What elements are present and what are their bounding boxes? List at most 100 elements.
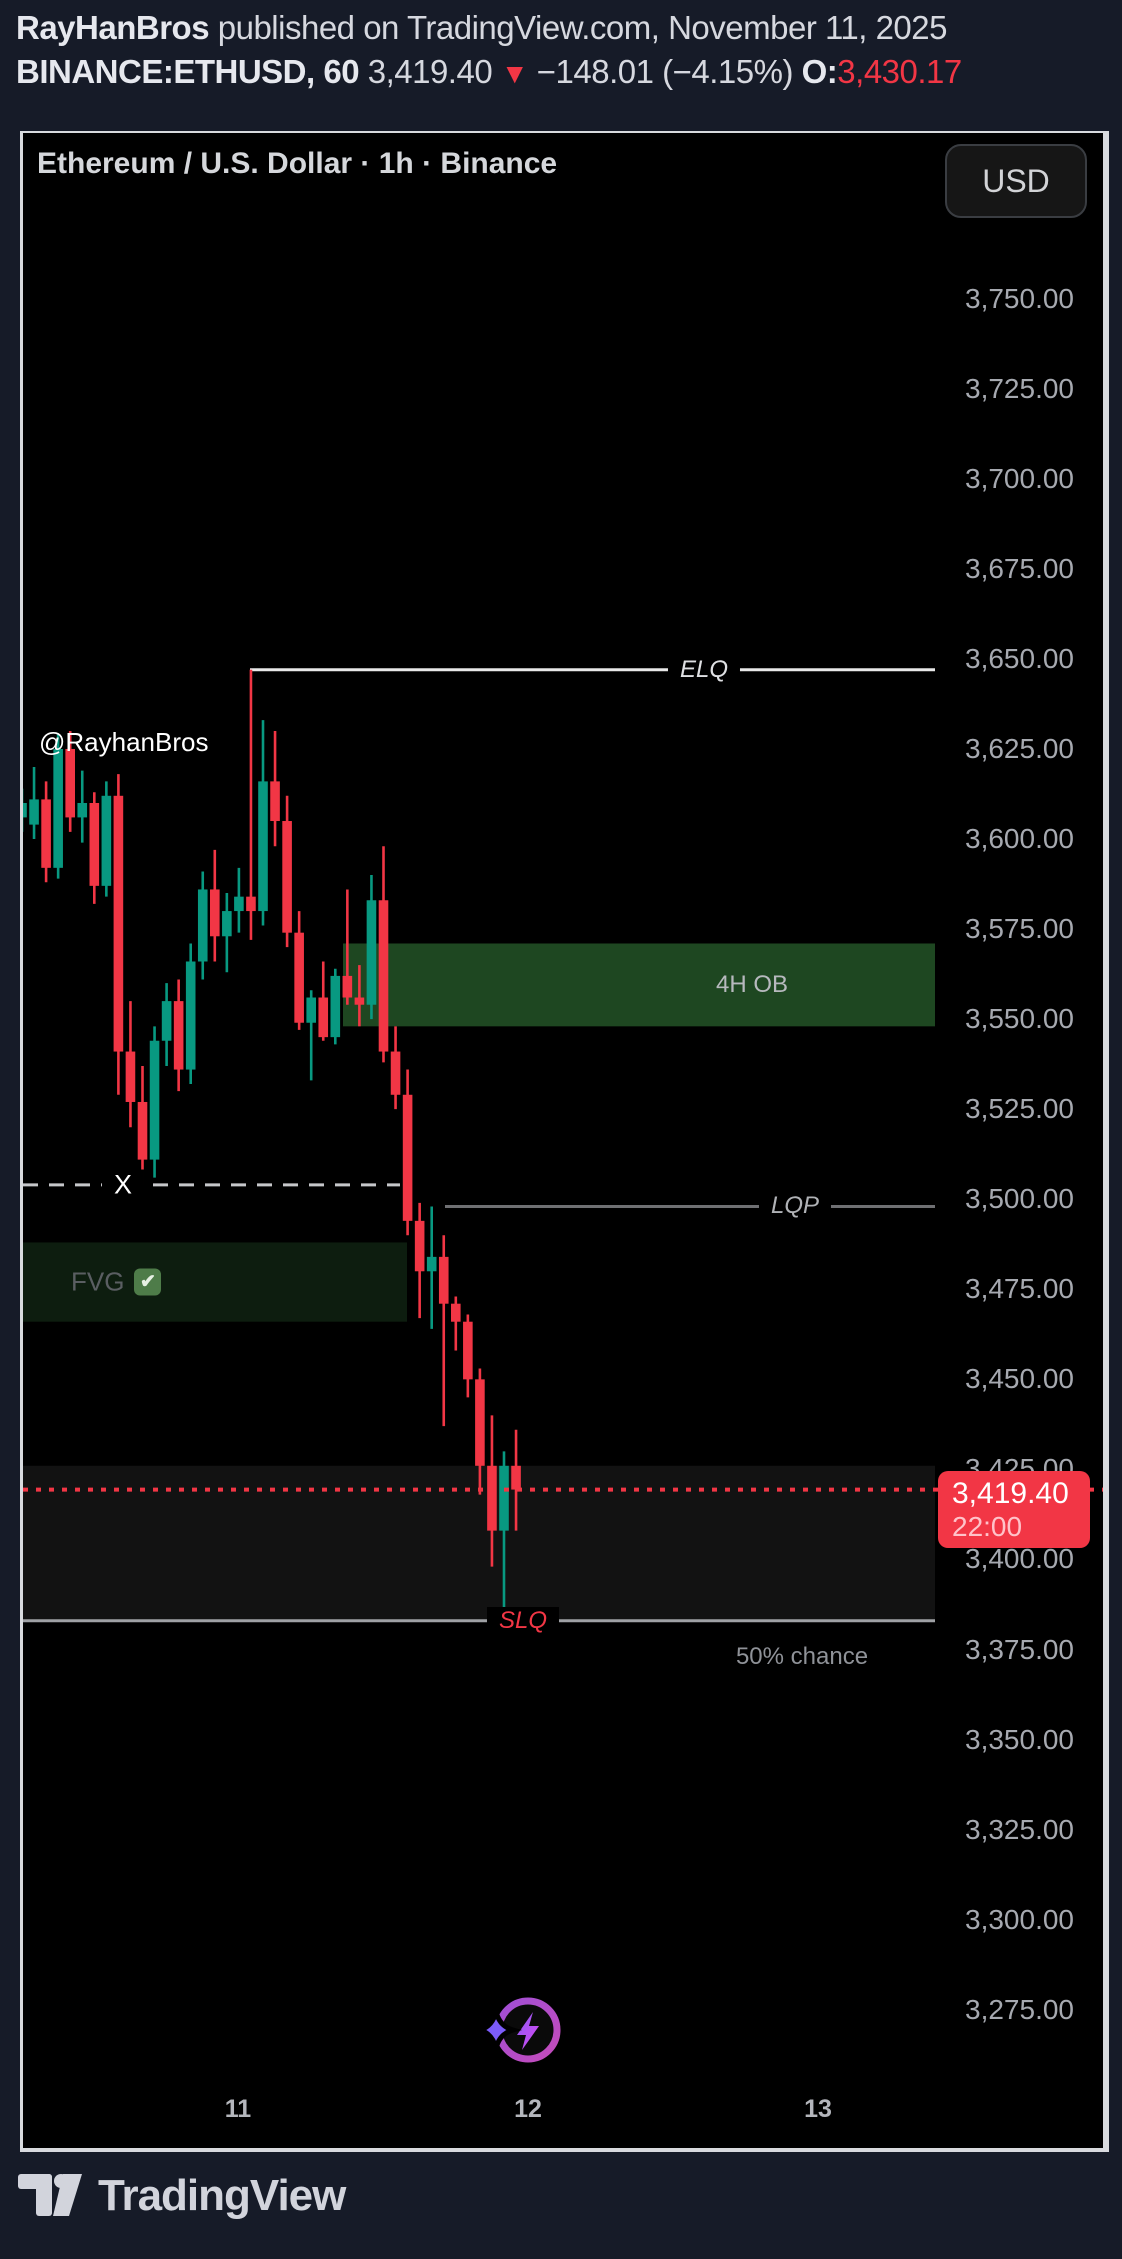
candle-body (65, 748, 75, 818)
candle-body (426, 1256, 437, 1272)
candle-body (366, 900, 377, 1005)
candle-body (17, 803, 27, 818)
down-arrow-icon: ▼ (500, 58, 529, 89)
price-axis-label: 3,650.00 (965, 642, 1074, 674)
candle-body (390, 1051, 401, 1095)
candle-body (161, 1001, 172, 1041)
annotation-label-elq: ELQ (667, 655, 741, 684)
time-axis-label: 11 (224, 2095, 252, 2123)
candle-body (451, 1303, 461, 1322)
candle-body (487, 1465, 497, 1531)
tradingview-logo-icon (18, 2174, 82, 2216)
price-axis-label: 3,700.00 (965, 462, 1074, 494)
candle-body (342, 975, 353, 998)
annotation-label-chance: 50% chance (735, 1642, 869, 1670)
time-axis-label: 13 (804, 2095, 832, 2123)
last-price-tag: 3,419.40 22:00 (938, 1470, 1090, 1548)
published-text: published on TradingView.com, November 1… (209, 9, 948, 46)
price-axis-label: 3,500.00 (965, 1183, 1074, 1215)
price-axis-label: 3,475.00 (965, 1273, 1074, 1305)
open-label: O: (801, 53, 838, 90)
publish-byline: RayHanBros published on TradingView.com,… (16, 6, 1116, 50)
candle-body (234, 896, 244, 912)
annotation-label-lqp: LQP (758, 1192, 832, 1221)
candle-body (29, 799, 39, 825)
candle-body (438, 1256, 449, 1304)
last-price-value: 3,419.40 (952, 1476, 1069, 1510)
price-axis-label: 3,625.00 (965, 732, 1074, 764)
candle-body (414, 1220, 425, 1272)
sparkle-glyph (471, 2010, 523, 2050)
candle-body (113, 795, 124, 1052)
publish-header: RayHanBros published on TradingView.com,… (16, 6, 1116, 96)
price-axis-label: 3,275.00 (965, 1993, 1074, 2025)
chart-title: Ethereum / U.S. Dollar · 1h · Binance (37, 147, 558, 180)
price-axis-label: 3,675.00 (965, 552, 1074, 584)
candle-body (475, 1379, 485, 1466)
candle-body (258, 781, 268, 912)
price-axis-label: 3,300.00 (965, 1903, 1074, 1935)
candle-body (77, 803, 88, 818)
price-axis-label: 3,750.00 (965, 282, 1074, 314)
candle-body (101, 795, 112, 886)
last-price-time: 22:00 (952, 1510, 1023, 1542)
candle-body (173, 1001, 184, 1070)
candle-body (246, 896, 256, 912)
candle-body (149, 1040, 160, 1160)
candle-body (270, 781, 280, 822)
candle-body (41, 799, 51, 868)
open-value: 3,430.17 (837, 53, 962, 90)
candle-body (294, 932, 304, 1023)
annotation-box-ob_4h (343, 943, 935, 1027)
price-axis-label: 3,375.00 (965, 1633, 1074, 1665)
price-axis-label: 3,400.00 (965, 1543, 1074, 1575)
candle-body (402, 1094, 413, 1221)
candle-body (511, 1465, 521, 1490)
chart-canvas[interactable]: 4H OB FVG ✔ X LQP ELQ SLQ 50% chance Ethereum /… (17, 133, 1103, 2143)
candle-body (378, 900, 389, 1052)
header-change: −148.01 (−4.15%) (536, 53, 794, 90)
check-emoji-icon: ✔ (134, 1268, 162, 1296)
chart-frame: 4H OB FVG ✔ X LQP ELQ SLQ 50% chance Ethereum /… (17, 131, 1109, 2152)
candlestick-plot (17, 668, 1103, 1623)
author-name: RayHanBros (16, 9, 210, 46)
candle-body (125, 1051, 136, 1102)
price-axis-label: 3,325.00 (965, 1813, 1074, 1845)
annotation-box-fvg (23, 1242, 407, 1322)
candle-body (185, 961, 196, 1070)
price-axis-label: 3,600.00 (965, 823, 1074, 855)
candle-body (330, 975, 341, 1038)
footer-brand[interactable]: TradingView (18, 2168, 346, 2224)
candle-body (89, 803, 100, 886)
candle-body (210, 889, 220, 937)
tradingview-wordmark: TradingView (98, 2171, 346, 2220)
candle-body (222, 911, 232, 937)
annotation-label-ob_4h: 4H OB (715, 970, 789, 998)
price-axis-label: 3,525.00 (965, 1093, 1074, 1125)
currency-toggle-button[interactable]: USD (945, 144, 1087, 218)
candle-body (53, 748, 63, 868)
time-axis-label: 12 (514, 2095, 542, 2123)
fvg-label-text: FVG (71, 1266, 125, 1297)
bolt-glyph (517, 2012, 539, 2050)
symbol-name: BINANCE:ETHUSD, 60 (16, 53, 360, 90)
price-axis-label: 3,450.00 (965, 1363, 1074, 1395)
price-axis-label: 3,350.00 (965, 1723, 1074, 1755)
price-axis-label: 3,725.00 (965, 372, 1074, 404)
author-watermark: @RayhanBros (39, 727, 209, 757)
price-axis-label: 3,550.00 (965, 1003, 1074, 1035)
candle-body (306, 997, 316, 1023)
price-axis-label: 3,575.00 (965, 913, 1074, 945)
symbol-status-line: BINANCE:ETHUSD, 60 3,419.40 ▼ −148.01 (−… (16, 50, 1116, 96)
candle-body (197, 889, 208, 962)
boost-lightning-icon[interactable] (471, 1993, 564, 2069)
candle-body (463, 1321, 473, 1380)
candle-body (354, 997, 365, 1005)
header-last-price: 3,419.40 (367, 53, 493, 90)
candle-body (137, 1101, 148, 1160)
candle-body (282, 821, 292, 933)
annotation-label-x_level: X (101, 1169, 145, 1201)
annotation-label-fvg: FVG ✔ (71, 1266, 162, 1298)
annotation-label-slq: SLQ (486, 1606, 560, 1635)
candle-body (318, 997, 329, 1038)
